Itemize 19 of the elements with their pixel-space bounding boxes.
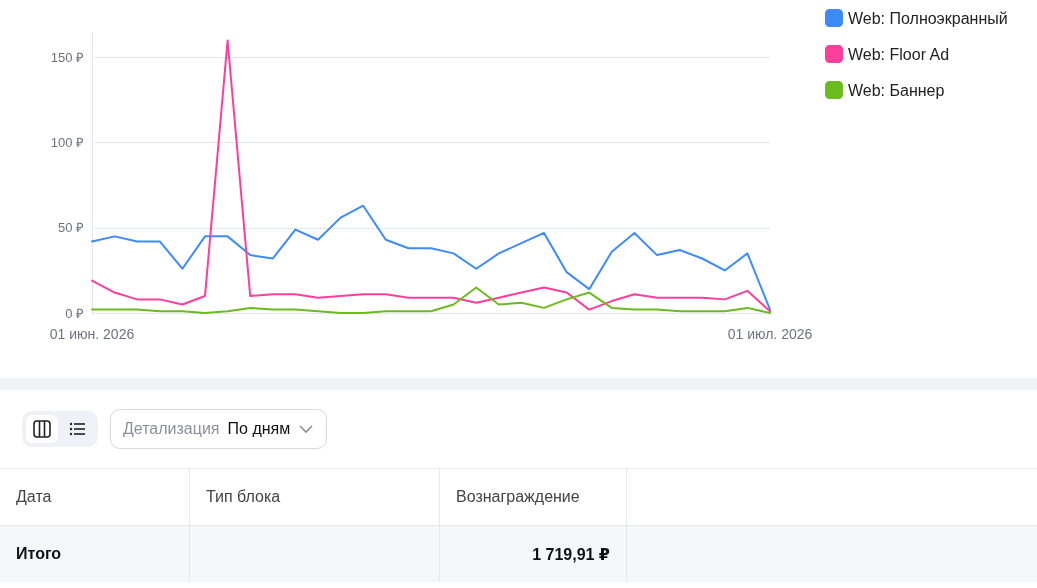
x-tick-label: 01 июн. 2026 bbox=[49, 326, 135, 342]
text: Детализация bbox=[123, 420, 220, 438]
legend-label: Web: Полноэкранный bbox=[848, 9, 1008, 27]
text: Итого bbox=[0, 526, 190, 582]
line-series bbox=[91, 204, 771, 311]
text: Тип блока bbox=[190, 469, 440, 525]
y-tick-label: 0 ₽ bbox=[65, 305, 84, 321]
y-tick-label: 150 ₽ bbox=[50, 50, 84, 66]
legend-label: Web: Баннер bbox=[848, 81, 945, 99]
y-tick-label: 100 ₽ bbox=[50, 135, 84, 151]
text: 1 719,91 ₽ bbox=[440, 526, 627, 582]
legend-label: Web: Floor Ad bbox=[848, 45, 950, 63]
text: По дням bbox=[227, 420, 291, 438]
x-tick-label: 01 июл. 2026 bbox=[727, 326, 813, 342]
line-series bbox=[91, 39, 771, 313]
line-series bbox=[91, 286, 771, 314]
y-tick-label: 50 ₽ bbox=[57, 220, 84, 236]
text: Дата bbox=[0, 469, 190, 525]
text: Вознаграждение bbox=[440, 469, 627, 525]
